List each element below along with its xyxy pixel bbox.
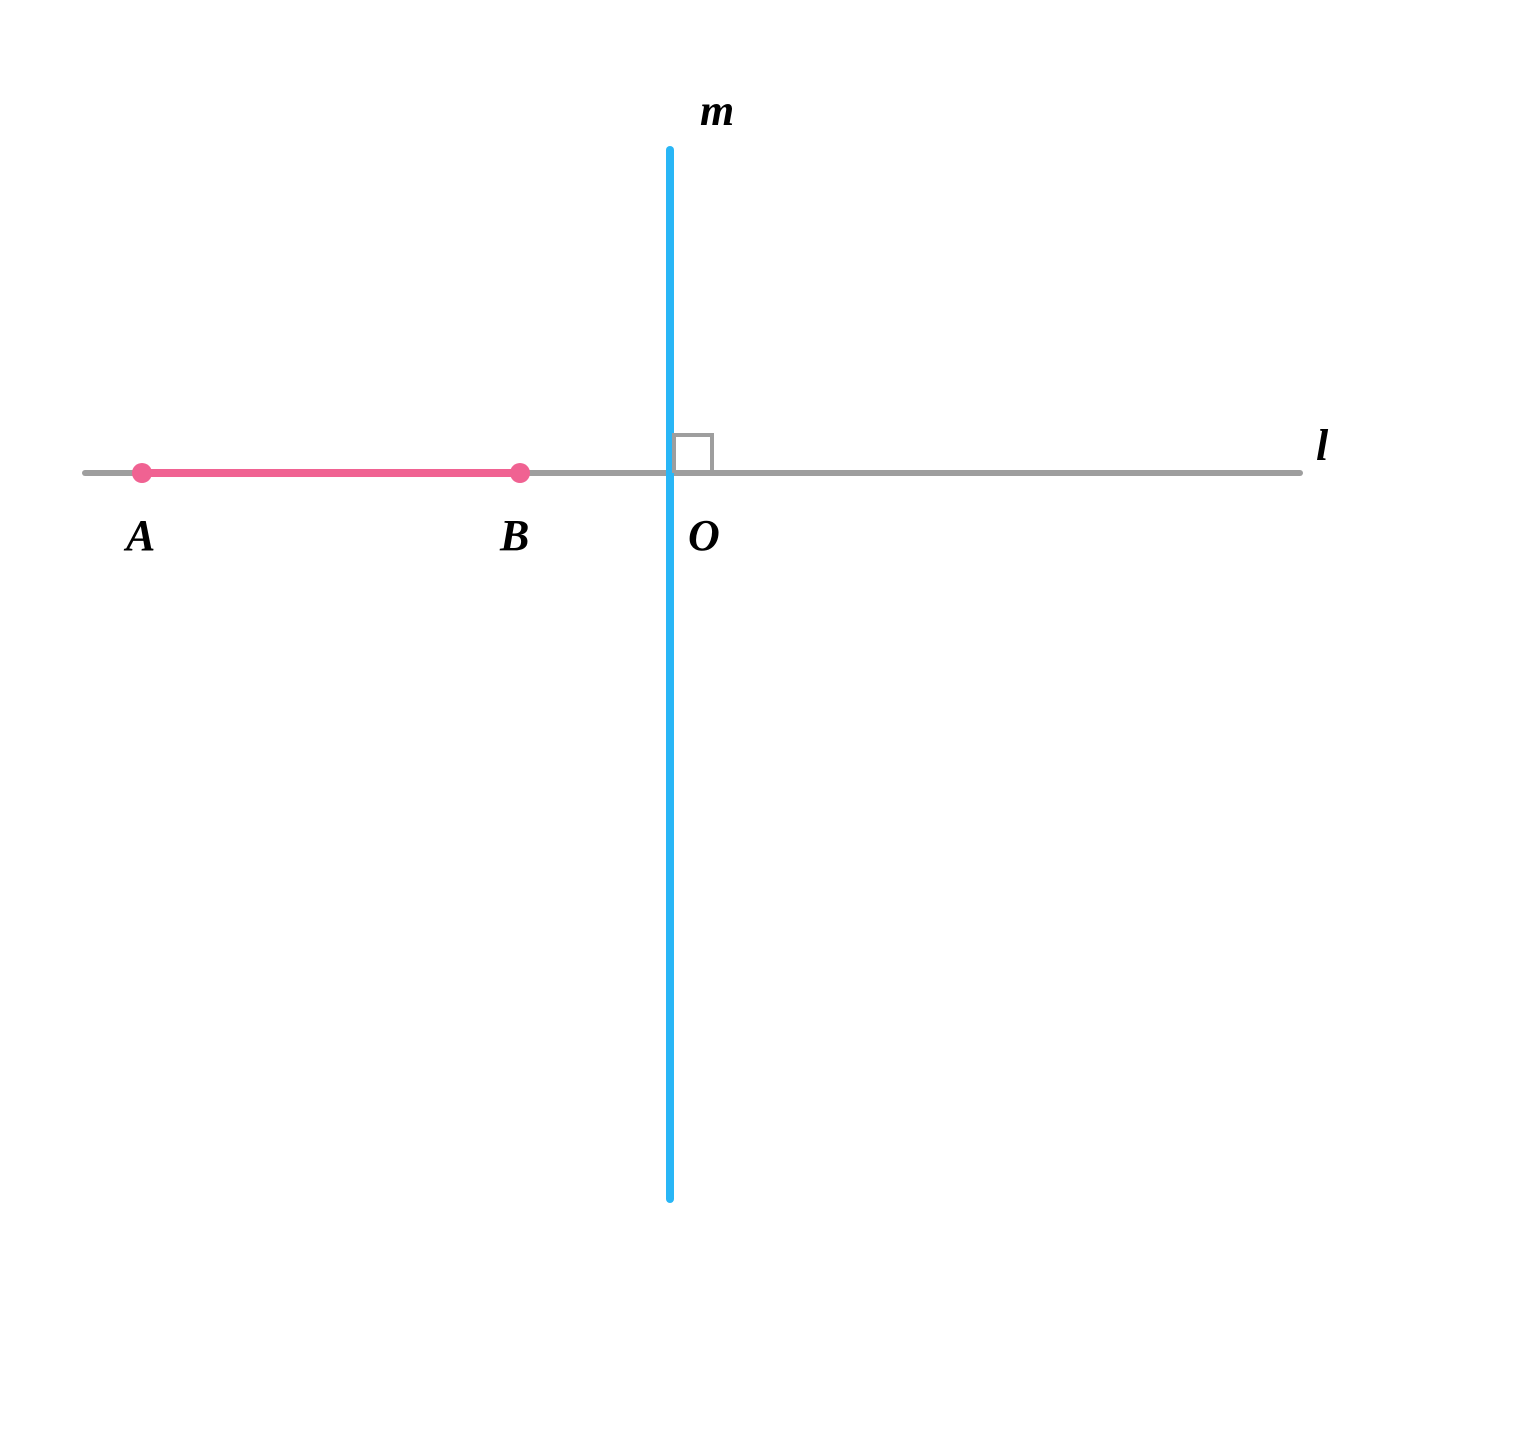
point-b	[510, 463, 530, 483]
label-a: A	[126, 510, 155, 561]
right-angle-marker	[674, 435, 712, 473]
diagram-svg	[0, 0, 1536, 1449]
label-l: l	[1316, 420, 1328, 471]
label-o: O	[688, 510, 720, 561]
geometric-diagram: A B O m l	[0, 0, 1536, 1449]
label-b: B	[500, 510, 529, 561]
label-m: m	[700, 85, 734, 136]
point-a	[132, 463, 152, 483]
